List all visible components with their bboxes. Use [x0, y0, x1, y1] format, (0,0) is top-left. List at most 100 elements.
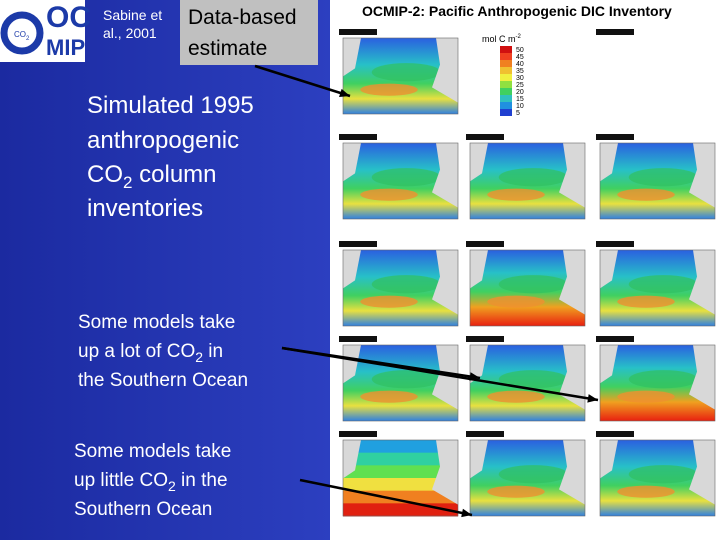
note-low: Some models take up little CO2 in the So… [74, 441, 237, 520]
map-feature [617, 188, 675, 201]
text-line: CO [87, 161, 123, 188]
map-land [559, 440, 585, 505]
map-feature [371, 63, 441, 82]
map-label [339, 336, 377, 342]
map-feature [498, 275, 568, 294]
scale-label: 30 [516, 75, 524, 82]
map-frame [599, 249, 716, 327]
map-feature [487, 390, 545, 403]
map-land [432, 38, 458, 103]
logo-ring [0, 11, 44, 55]
note-high: Some models take up a lot of CO2 in the … [78, 312, 248, 391]
figure-title: OCMIP-2: Pacific Anthropogenic DIC Inven… [362, 3, 672, 19]
map-label [466, 336, 504, 342]
map-label [466, 241, 504, 247]
map-feature [617, 390, 675, 403]
map-feature [360, 188, 418, 201]
text-line: in [203, 341, 223, 362]
map-land [470, 143, 488, 182]
arrow-line [299, 478, 473, 517]
map-label [596, 134, 634, 140]
scale-label: 10 [516, 103, 524, 110]
scale-label: 20 [516, 89, 524, 96]
map-frame [599, 142, 716, 220]
map-land [470, 345, 488, 384]
unit: mol C m-2 [482, 34, 521, 44]
map-land [432, 440, 458, 505]
subscript: 2 [195, 349, 203, 365]
map-band [343, 503, 458, 517]
map-label [339, 431, 377, 437]
unit-text: mol C m [482, 34, 516, 44]
text-line: up little CO [74, 470, 168, 491]
logo-badge-text: CO [14, 30, 26, 39]
map-label [339, 134, 377, 140]
map-label [466, 134, 504, 140]
callout-line: Data-based [188, 6, 297, 29]
map-feature [617, 295, 675, 308]
logo-top: OC [46, 1, 91, 34]
map-feature [371, 370, 441, 389]
scale-label: 5 [516, 110, 520, 117]
scale-label: 25 [516, 82, 524, 89]
scale-swatch [500, 67, 512, 74]
map-label [339, 241, 377, 247]
map-land [343, 38, 361, 77]
scale-label: 45 [516, 54, 524, 61]
left-panel [0, 0, 330, 540]
callout-line: estimate [188, 37, 267, 60]
map-frame [469, 344, 586, 422]
map-land [689, 143, 715, 208]
map-label [339, 29, 377, 35]
map-label [596, 29, 634, 35]
arrow-head [587, 394, 598, 403]
simulated-text: Simulated 1995 anthropogenic CO2 column … [87, 92, 260, 222]
map-grid [339, 29, 716, 517]
unit-sup: -2 [516, 34, 522, 40]
map-feature [617, 485, 675, 498]
text-line: Some models take [74, 441, 231, 462]
map-frame [469, 142, 586, 220]
map-frame [342, 142, 459, 220]
map-land [600, 250, 618, 289]
text-line: Simulated 1995 [87, 92, 254, 119]
map-land [689, 440, 715, 505]
map-frame [342, 344, 459, 422]
map-frame [599, 344, 716, 422]
text-line: column [132, 161, 216, 188]
scale-swatch [500, 74, 512, 81]
map-frame [342, 439, 459, 517]
map-frame [342, 249, 459, 327]
map-feature [487, 295, 545, 308]
map-frame [469, 249, 586, 327]
subscript: 2 [168, 478, 176, 494]
text-line: in the [176, 470, 228, 491]
callout: Data-based estimate [188, 6, 302, 60]
text-line: anthropogenic [87, 127, 239, 154]
text-line: inventories [87, 195, 203, 222]
map-land [343, 440, 361, 479]
map-label [596, 336, 634, 342]
citation-line: Sabine et [103, 7, 162, 23]
map-feature [498, 370, 568, 389]
arrow-line [281, 346, 599, 402]
scale-swatch [500, 102, 512, 109]
map-land [432, 143, 458, 208]
logo: OC MIP CO2 [0, 0, 91, 62]
map-land [343, 143, 361, 182]
scale-swatch [500, 95, 512, 102]
map-feature [371, 275, 441, 294]
scale-label: 15 [516, 96, 524, 103]
map-land [600, 440, 618, 479]
scale-swatch [500, 109, 512, 116]
map-land [432, 250, 458, 315]
map-land [343, 250, 361, 289]
map-land [559, 143, 585, 208]
map-frame [342, 37, 459, 115]
arrow-head [339, 88, 350, 98]
map-feature [628, 465, 698, 484]
map-land [689, 250, 715, 315]
map-land [689, 345, 715, 410]
